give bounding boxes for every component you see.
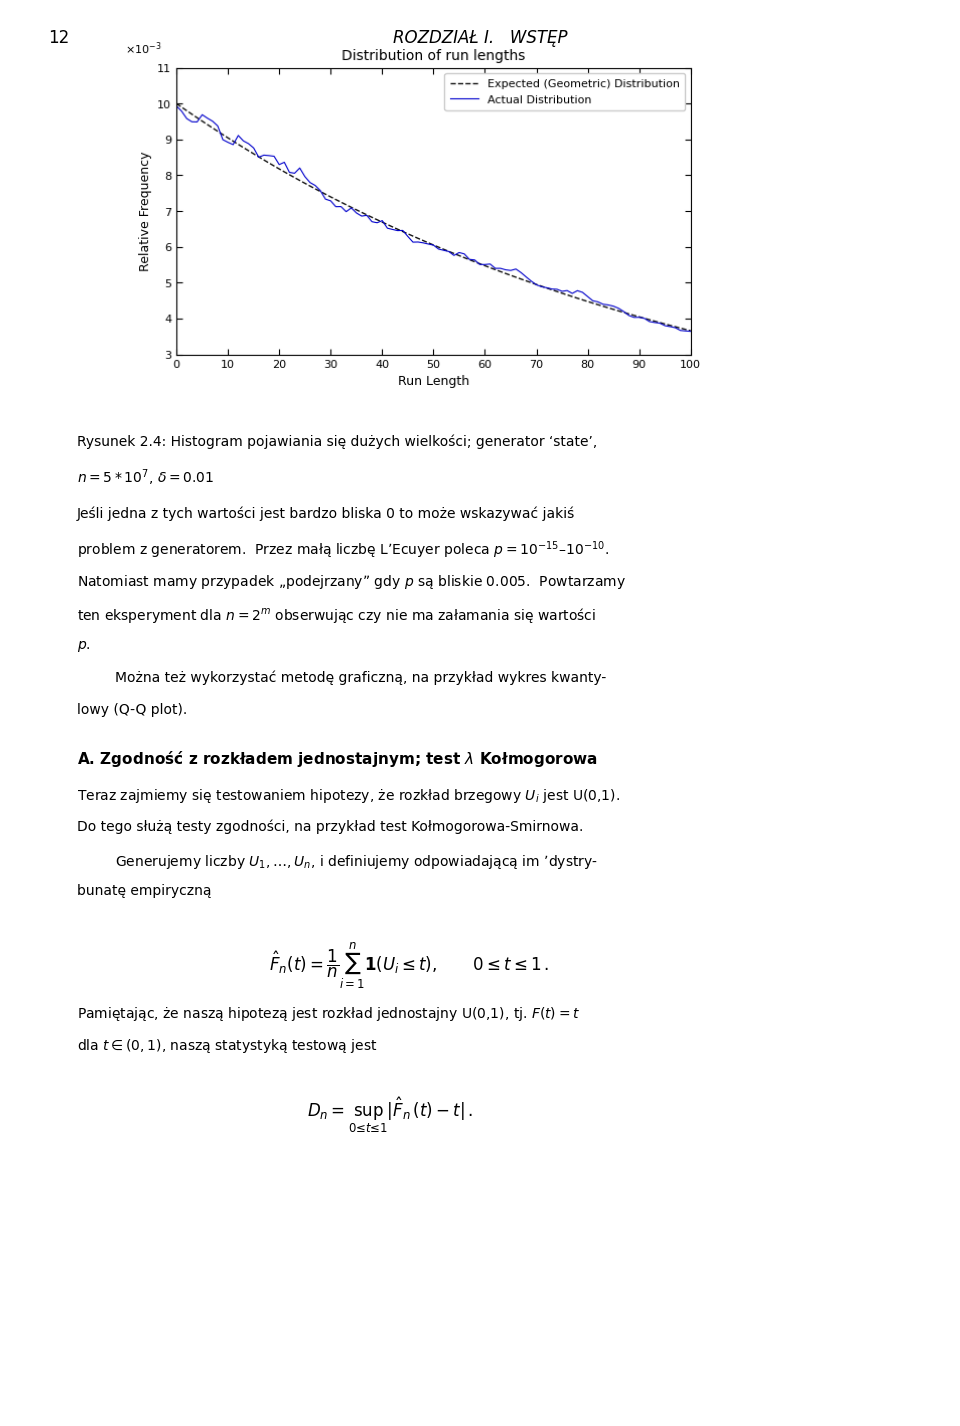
Text: problem z generatorem.  Przez małą liczbę L’Ecuyer poleca $p = 10^{-15}$–10$^{-1: problem z generatorem. Przez małą liczbę… (77, 539, 609, 560)
Text: $p$.: $p$. (77, 639, 90, 655)
Text: $n = 5 * 10^7$, $\delta = 0.01$: $n = 5 * 10^7$, $\delta = 0.01$ (77, 468, 214, 488)
Text: Można też wykorzystać metodę graficzną, na przykład wykres kwanty-: Można też wykorzystać metodę graficzną, … (115, 670, 607, 684)
Text: Generujemy liczby $U_1,\ldots,U_n$, i definiujemy odpowiadającą im ’dystry-: Generujemy liczby $U_1,\ldots,U_n$, i de… (115, 853, 598, 871)
Text: $D_n = \sup_{0 \leq t \leq 1} |\hat{F}_n(t) - t|\,.$: $D_n = \sup_{0 \leq t \leq 1} |\hat{F}_n… (307, 1095, 473, 1135)
Text: ROZDZIAŁ I.   WSTĘP: ROZDZIAŁ I. WSTĘP (393, 29, 567, 47)
Text: dla $t \in (0,1)$, naszą statystyką testową jest: dla $t \in (0,1)$, naszą statystyką test… (77, 1037, 377, 1055)
Text: Natomiast mamy przypadek „podejrzany” gdy $p$ są bliskie 0.005.  Powtarzamy: Natomiast mamy przypadek „podejrzany” gd… (77, 573, 626, 592)
Text: Pamiętając, że naszą hipotezą jest rozkład jednostajny U(0,1), tj. $F(t) = t$: Pamiętając, że naszą hipotezą jest rozkł… (77, 1005, 580, 1024)
Text: $\hat{F}_n(t) = \dfrac{1}{n} \sum_{i=1}^{n} \mathbf{1}(U_i \leq t), \qquad 0 \le: $\hat{F}_n(t) = \dfrac{1}{n} \sum_{i=1}^… (269, 941, 549, 991)
Text: Rysunek 2.4: Histogram pojawiania się dużych wielkości; generator ‘state’,: Rysunek 2.4: Histogram pojawiania się du… (77, 435, 597, 449)
Text: Jeśli jedna z tych wartości jest bardzo bliska 0 to może wskazywać jakiś: Jeśli jedna z tych wartości jest bardzo … (77, 506, 575, 520)
Text: ten eksperyment dla $n = 2^m$ obserwując czy nie ma załamania się wartości: ten eksperyment dla $n = 2^m$ obserwując… (77, 606, 596, 625)
Text: 12: 12 (48, 29, 69, 47)
Text: lowy (Q-Q plot).: lowy (Q-Q plot). (77, 703, 187, 717)
Text: bunatę empiryczną: bunatę empiryczną (77, 884, 211, 898)
Text: Teraz zajmiemy się testowaniem hipotezy, że rozkład brzegowy $U_i$ jest U(0,1).: Teraz zajmiemy się testowaniem hipotezy,… (77, 787, 620, 806)
Text: Do tego służą testy zgodności, na przykład test Kołmogorowa-Smirnowa.: Do tego służą testy zgodności, na przykł… (77, 820, 583, 834)
Text: A. Zgodność z rozkładem jednostajnym; test $\lambda$ Kołmogorowa: A. Zgodność z rozkładem jednostajnym; te… (77, 749, 598, 769)
